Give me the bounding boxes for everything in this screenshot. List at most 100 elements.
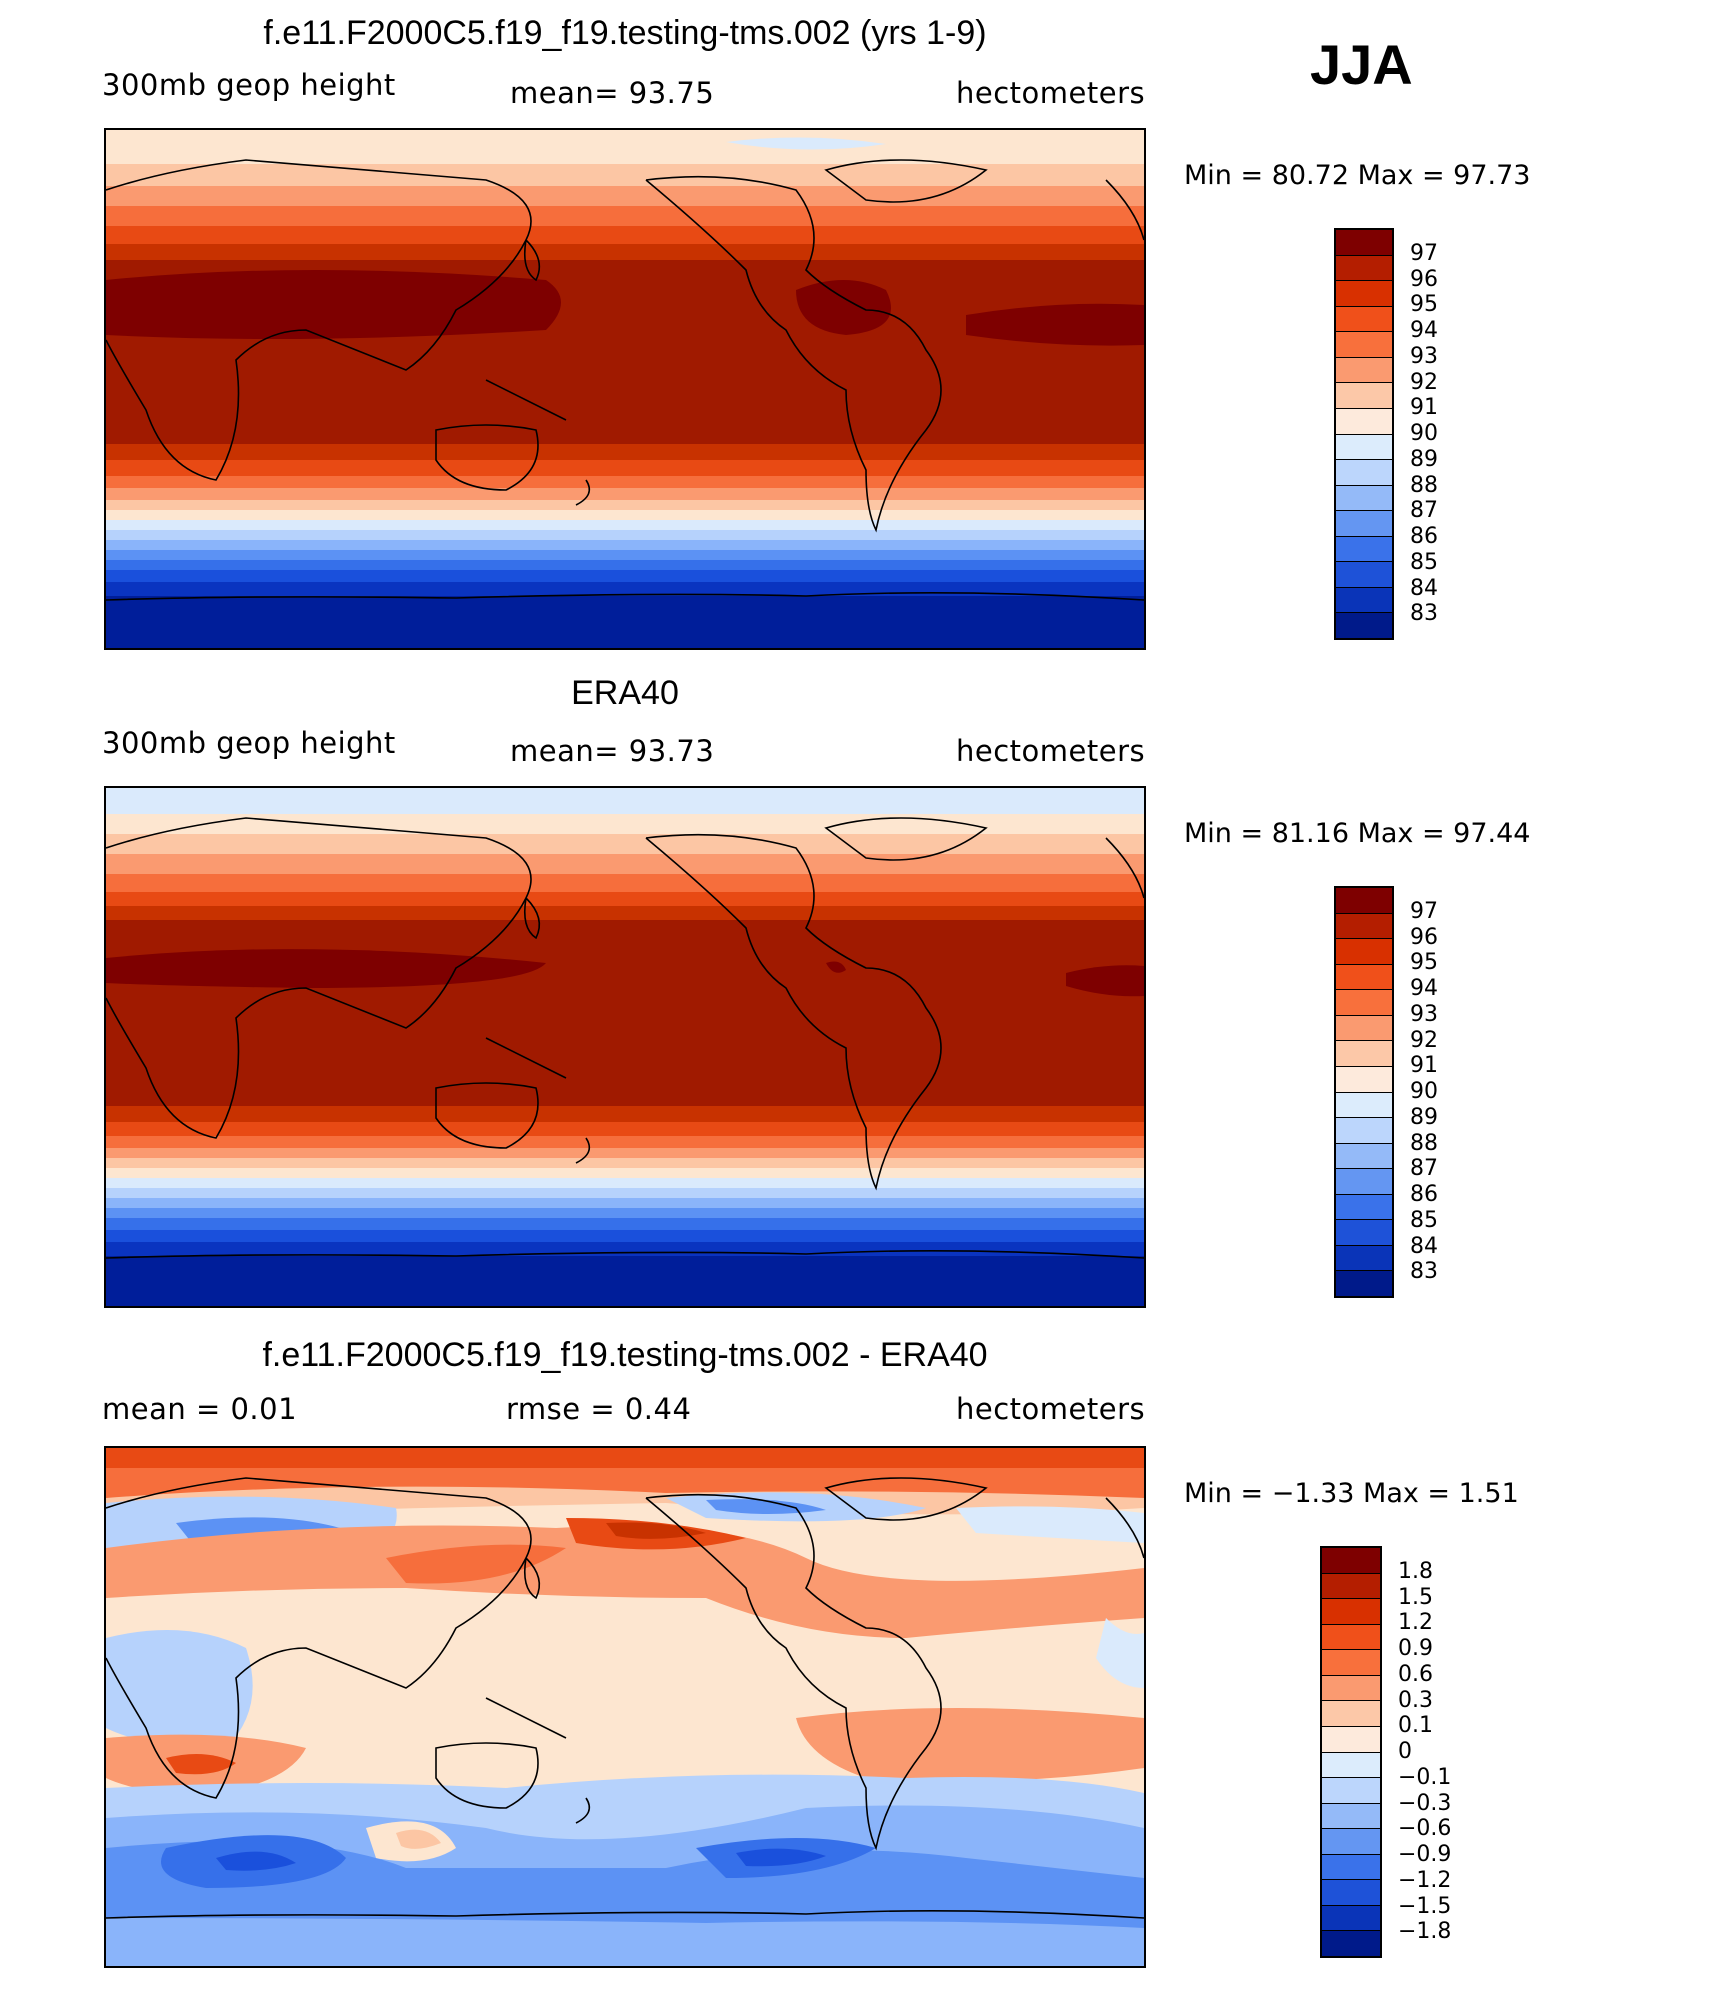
colorbar-cell (1322, 1649, 1380, 1675)
colorbar-cell (1336, 230, 1392, 255)
colorbar-cell (1322, 1725, 1380, 1752)
colorbar-tick-label: 91 (1410, 1053, 1438, 1079)
colorbar-cell (1322, 1853, 1380, 1880)
colorbar-tick-label: 88 (1410, 1130, 1438, 1156)
contour-fill (106, 788, 1144, 1306)
colorbar-tick-label: 96 (1410, 924, 1438, 950)
colorbar-cell (1336, 459, 1392, 485)
colorbar-cell (1336, 963, 1392, 990)
colorbar-tick-label: 0.3 (1398, 1687, 1433, 1713)
field-label: 300mb geop height (102, 68, 396, 102)
units-label: hectometers (956, 734, 1146, 768)
colorbar-tick-label: −0.1 (1398, 1764, 1452, 1790)
colorbar-tick-label: 83 (1410, 1259, 1438, 1285)
colorbar-tick-label: 92 (1410, 369, 1438, 395)
season-label: JJA (1310, 33, 1413, 96)
colorbar-tick-label: 1.2 (1398, 1610, 1433, 1636)
colorbar-cell (1336, 1065, 1392, 1092)
colorbar-cell (1322, 1879, 1380, 1905)
colorbar-cell (1336, 912, 1392, 939)
colorbar-tick-label: 85 (1410, 1207, 1438, 1233)
colorbar-tick-label: 1.5 (1398, 1584, 1433, 1610)
colorbar-cell (1336, 331, 1392, 357)
colorbar-tick-label: 0.6 (1398, 1661, 1433, 1687)
min-max-label: Min = 80.72 Max = 97.73 (1184, 160, 1531, 191)
colorbar-tick-label: 85 (1410, 549, 1438, 575)
mean-label: mean = 0.01 (102, 1392, 298, 1426)
colorbar-cell (1336, 484, 1392, 511)
colorbar-tick-label: 95 (1410, 292, 1438, 318)
colorbar-cell (1322, 1828, 1380, 1854)
colorbar-tick-label: 90 (1410, 1079, 1438, 1104)
colorbar-cell (1336, 510, 1392, 536)
colorbar-cell (1336, 612, 1392, 638)
units-label: hectometers (956, 1392, 1146, 1426)
min-max-label: Min = 81.16 Max = 97.44 (1184, 818, 1531, 849)
colorbar-tick-label: 87 (1410, 1156, 1438, 1182)
colorbar-cell (1336, 1219, 1392, 1245)
colorbar-tick-label: 84 (1410, 1233, 1438, 1259)
mean-label: mean= 93.75 (510, 76, 715, 110)
panel-title: f.e11.F2000C5.f19_f19.testing-tms.002 (y… (263, 14, 987, 52)
min-max-label: Min = −1.33 Max = 1.51 (1184, 1478, 1519, 1509)
colorbar-diff (1320, 1546, 1382, 1958)
colorbar-tick-label: 90 (1410, 421, 1438, 446)
colorbar-tick-label: 0 (1398, 1739, 1412, 1764)
map-obs (104, 786, 1146, 1308)
colorbar-tick-label: 87 (1410, 498, 1438, 524)
colorbar-tick-label: 89 (1410, 1104, 1438, 1130)
colorbar-tick-label: 86 (1410, 1182, 1438, 1207)
colorbar-cell (1322, 1930, 1380, 1956)
map-model (104, 128, 1146, 650)
colorbar-tick-label: 0.1 (1398, 1713, 1433, 1739)
colorbar-cell (1336, 1244, 1392, 1271)
panel-title: ERA40 (571, 674, 679, 712)
colorbar-cell (1322, 1674, 1380, 1701)
colorbar-tick-label: 94 (1410, 976, 1438, 1001)
colorbar-tick-label: 89 (1410, 446, 1438, 472)
colorbar-tick-label: 83 (1410, 601, 1438, 627)
colorbar-cell (1336, 561, 1392, 587)
map-diff (104, 1446, 1146, 1968)
colorbar-obs (1334, 886, 1394, 1298)
contour-fill (106, 130, 1144, 648)
colorbar-tick-label: 0.9 (1398, 1636, 1433, 1661)
colorbar-tick-label: −1.8 (1398, 1919, 1452, 1945)
colorbar-cell (1336, 280, 1392, 306)
colorbar-cell (1336, 586, 1392, 613)
colorbar-cell (1336, 254, 1392, 281)
colorbar-cell (1322, 1598, 1380, 1624)
colorbar-cell (1336, 1091, 1392, 1118)
colorbar-cell (1336, 356, 1392, 383)
colorbar-cell (1322, 1777, 1380, 1803)
rmse-label: rmse = 0.44 (506, 1392, 692, 1426)
colorbar-cell (1336, 938, 1392, 964)
colorbar-cell (1336, 1040, 1392, 1066)
field-label: 300mb geop height (102, 726, 396, 760)
colorbar-cell (1336, 1014, 1392, 1041)
colorbar-tick-label: 93 (1410, 1001, 1438, 1027)
colorbar-cell (1336, 888, 1392, 913)
colorbar-cell (1336, 433, 1392, 460)
coastlines (106, 817, 1144, 1259)
coastlines (106, 159, 1144, 601)
contour-fill (106, 1448, 1144, 1966)
colorbar-tick-label: −0.6 (1398, 1816, 1452, 1842)
colorbar-tick-label: 86 (1410, 524, 1438, 549)
colorbar-cells (1322, 1548, 1380, 1956)
colorbar-cell (1322, 1572, 1380, 1599)
colorbar-tick-label: −1.5 (1398, 1893, 1452, 1919)
colorbar-tick-label: 93 (1410, 343, 1438, 369)
colorbar-tick-label: 92 (1410, 1027, 1438, 1053)
colorbar-tick-label: 84 (1410, 575, 1438, 601)
colorbar-tick-label: −0.3 (1398, 1790, 1452, 1816)
colorbar-cell (1336, 407, 1392, 434)
colorbar-tick-label: 88 (1410, 472, 1438, 498)
colorbar-cell (1336, 1168, 1392, 1194)
colorbar-cell (1336, 1270, 1392, 1296)
colorbar-cell (1336, 1193, 1392, 1220)
colorbar-cell (1336, 535, 1392, 562)
colorbar-cell (1322, 1904, 1380, 1931)
colorbar-cell (1322, 1700, 1380, 1726)
colorbar-tick-label: 97 (1410, 240, 1438, 266)
